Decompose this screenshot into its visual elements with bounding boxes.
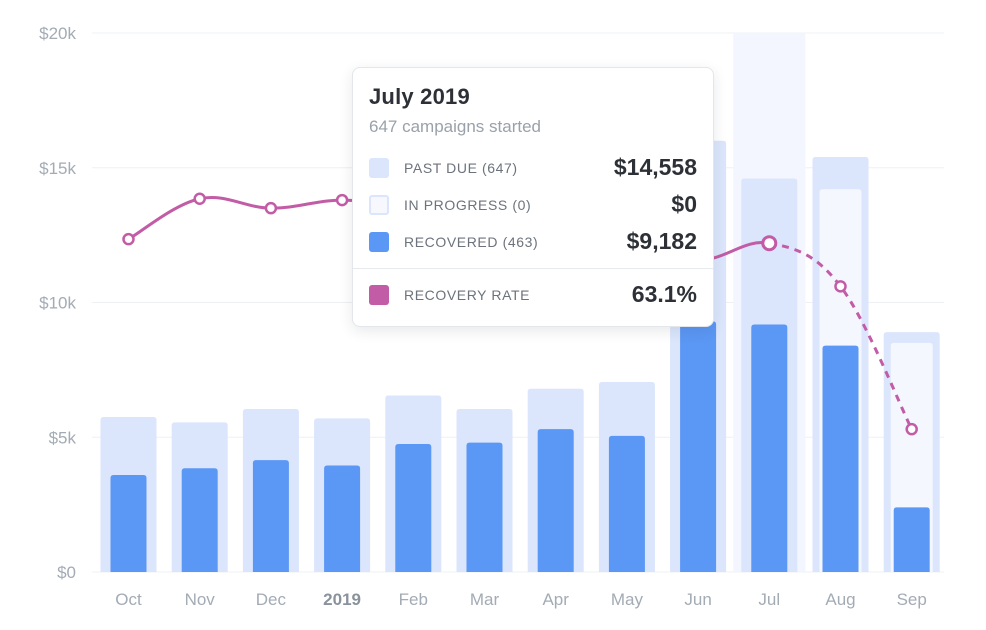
past-due-swatch [369,157,389,178]
recovery-rate-value: 63.1% [631,281,697,307]
bar-recovered[interactable] [324,465,361,572]
bar-recovered[interactable] [537,429,574,572]
bar-recovered[interactable] [822,345,859,572]
x-tick-label: Sep [897,590,927,609]
bar-recovered[interactable] [893,507,930,572]
recovery-rate-swatch [369,284,389,305]
recovery-rate-point[interactable] [122,232,135,246]
recovery-rate-label: RECOVERY RATE [404,286,531,303]
bar-recovered[interactable] [608,435,645,572]
bar-recovered[interactable] [466,442,503,572]
x-tick-label: Nov [185,590,216,609]
bar-recovered[interactable] [181,468,218,572]
recovery-rate-point[interactable] [834,280,847,293]
x-tick-label: Apr [542,590,569,609]
x-tick-label: Oct [115,590,142,609]
chart-tooltip: July 2019 647 campaigns started PAST DUE… [352,67,714,327]
tooltip-subtitle: 647 campaigns started [369,117,541,136]
y-tick-label: $0 [57,563,76,582]
x-axis-ticks: Oct Nov Dec 2019 Feb Mar Apr May Jun Jul Aug Sep [115,590,927,609]
bars [100,140,940,573]
y-tick-label: $20k [39,24,76,43]
recovery-rate-point[interactable] [193,192,206,205]
x-tick-label: Feb [399,590,428,609]
bar-recovered[interactable] [252,460,289,572]
tooltip-divider [353,268,713,269]
y-tick-label: $15k [39,159,76,178]
x-tick-label: Aug [825,590,855,609]
y-axis-ticks: $0 $5k $10k $15k $20k [39,24,76,582]
in-progress-label: IN PROGRESS (0) [404,196,532,213]
past-due-value: $14,558 [613,154,697,180]
tooltip-title: July 2019 [369,84,470,109]
tooltip-row-past-due: PAST DUE (647) $14,558 [369,149,697,186]
recovery-rate-point[interactable] [335,193,349,207]
recovered-label: RECOVERED (463) [404,233,539,250]
tooltip-row-recovered: RECOVERED (463) $9,182 [369,223,697,260]
bar-recovered[interactable] [751,324,788,572]
y-tick-label: $10k [39,294,76,313]
bar-recovered[interactable] [110,474,147,572]
in-progress-value: $0 [671,191,697,217]
x-tick-label: Mar [470,590,500,609]
past-due-label: PAST DUE (647) [404,159,518,176]
in-progress-swatch [369,194,389,215]
y-tick-label: $5k [49,428,77,447]
recovery-rate-point[interactable] [905,422,918,436]
bar-recovered[interactable] [680,321,717,572]
recovery-rate-point[interactable] [761,235,778,252]
recovered-value: $9,182 [626,228,697,254]
tooltip-row-recovery-rate: RECOVERY RATE 63.1% [369,276,697,313]
x-tick-label: 2019 [323,590,361,609]
x-tick-label: May [611,590,644,609]
x-tick-label: Jun [684,590,711,609]
x-tick-label: Dec [256,590,287,609]
tooltip-row-in-progress: IN PROGRESS (0) $0 [369,186,697,223]
recovered-swatch [369,231,389,252]
x-tick-label: Jul [758,590,780,609]
bar-recovered[interactable] [395,443,432,572]
recovery-rate-point[interactable] [264,201,278,215]
